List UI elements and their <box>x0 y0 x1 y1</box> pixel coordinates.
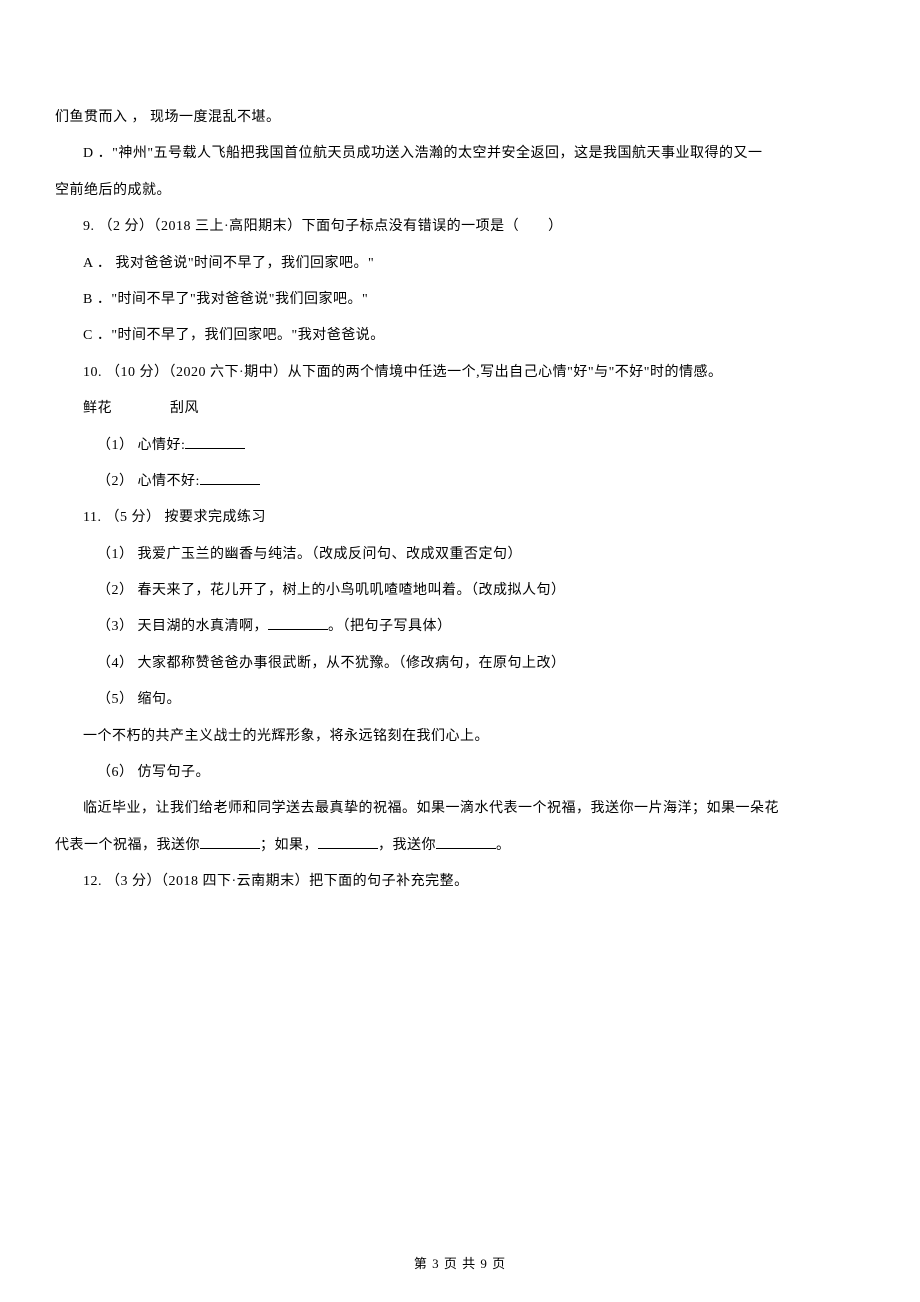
blank-fill <box>436 835 496 849</box>
sub-2-label: （2） 心情不好: <box>97 474 200 489</box>
question-12: 12. （3 分）（2018 四下·云南期末）把下面的句子补充完整。 <box>55 864 865 900</box>
option-d-cont: 空前绝后的成就。 <box>55 173 865 209</box>
sub-3-text-a: （3） 天目湖的水真清啊， <box>97 619 268 634</box>
option-a: A ． 我对爸爸说"时间不早了，我们回家吧。" <box>55 246 865 282</box>
paragraph-imitate-cont: 代表一个祝福，我送你 ；如果， ，我送你 。 <box>55 828 865 864</box>
sentence-shrink: 一个不朽的共产主义战士的光辉形象，将永远铭刻在我们心上。 <box>55 719 865 755</box>
imitate-part4: 。 <box>496 838 511 853</box>
page-footer: 第 3 页 共 9 页 <box>0 1253 920 1272</box>
sub-item-1: （1） 我爱广玉兰的幽香与纯洁。（改成反问句、改成双重否定句） <box>55 537 865 573</box>
sub-item-3: （3） 天目湖的水真清啊， 。（把句子写具体） <box>55 609 865 645</box>
option-b: B ．"时间不早了"我对爸爸说"我们回家吧。" <box>55 282 865 318</box>
imitate-part1: 代表一个祝福，我送你 <box>55 838 200 853</box>
imitate-part2: ；如果， <box>260 838 318 853</box>
sub-item-6: （6） 仿写句子。 <box>55 755 865 791</box>
question-11: 11. （5 分） 按要求完成练习 <box>55 500 865 536</box>
sub-item-4: （4） 大家都称赞爸爸办事很武断，从不犹豫。（修改病句，在原句上改） <box>55 646 865 682</box>
paragraph-continuation: 们鱼贯而入 ， 现场一度混乱不堪。 <box>55 100 865 136</box>
option-d: D ．"神州"五号载人飞船把我国首位航天员成功送入浩瀚的太空并安全返回，这是我国… <box>55 136 865 172</box>
imitate-part3: ，我送你 <box>378 838 436 853</box>
sub-item-2: （2） 心情不好: <box>55 464 865 500</box>
blank-fill <box>200 835 260 849</box>
sub-item-2: （2） 春天来了，花儿开了，树上的小鸟叽叽喳喳地叫着。（改成拟人句） <box>55 573 865 609</box>
sub-item-1: （1） 心情好: <box>55 428 865 464</box>
blank-fill <box>185 435 245 449</box>
paragraph-imitate: 临近毕业，让我们给老师和同学送去最真挚的祝福。如果一滴水代表一个祝福，我送你一片… <box>55 791 865 827</box>
blank-fill <box>200 471 260 485</box>
sub-item-5: （5） 缩句。 <box>55 682 865 718</box>
context-words: 鲜花 刮风 <box>55 391 865 427</box>
question-10: 10. （10 分）（2020 六下·期中）从下面的两个情境中任选一个,写出自己… <box>55 355 865 391</box>
sub-1-label: （1） 心情好: <box>97 438 185 453</box>
blank-fill <box>318 835 378 849</box>
option-c: C ．"时间不早了，我们回家吧。"我对爸爸说。 <box>55 318 865 354</box>
blank-fill <box>268 616 328 630</box>
question-9: 9. （2 分）（2018 三上·高阳期末）下面句子标点没有错误的一项是（ ） <box>55 209 865 245</box>
sub-3-text-b: 。（把句子写具体） <box>328 619 452 634</box>
